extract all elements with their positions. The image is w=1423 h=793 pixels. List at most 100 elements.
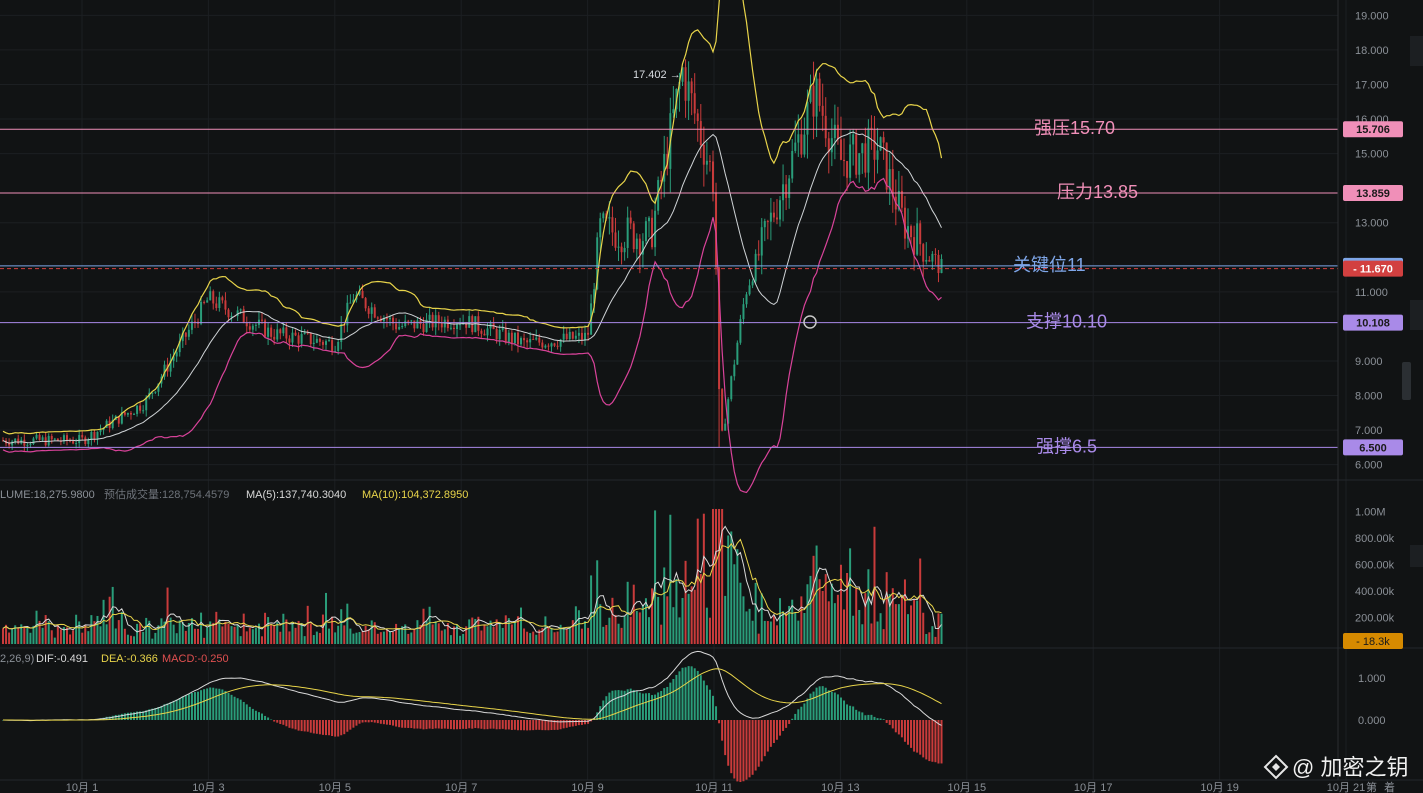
candle-body [206, 300, 209, 303]
alert-marker[interactable] [803, 315, 817, 329]
macd-tick-label: 0.000 [1358, 715, 1386, 727]
volume-bar [812, 555, 815, 644]
volume-bar [328, 628, 331, 644]
price-tick-label: 15.000 [1355, 149, 1389, 161]
volume-bar [541, 628, 544, 644]
macd-axis[interactable]: 1.000 0.000 [1358, 673, 1386, 727]
volume-bar [513, 621, 516, 644]
candle-body [556, 345, 559, 347]
level-label-key: 关键位11 [1013, 255, 1086, 275]
macd-bar [897, 720, 900, 735]
macd-bar [114, 714, 117, 720]
macd-bar [367, 720, 370, 723]
candle-body [279, 329, 282, 334]
candle-body [903, 207, 906, 239]
macd-bar [660, 690, 663, 720]
volume-bar [47, 621, 50, 644]
candle-body [187, 329, 190, 337]
volume-bar [562, 627, 565, 644]
volume-bar [925, 634, 928, 644]
volume-bar [367, 629, 370, 644]
volume-bar [684, 560, 687, 644]
scroll-handle-top[interactable] [1410, 36, 1423, 66]
volume-bar [233, 626, 236, 644]
volume-tick-label: 400.00k [1355, 586, 1395, 598]
candle-body [745, 294, 748, 305]
macd-bar [599, 706, 602, 720]
pane-resize-handle[interactable] [1402, 362, 1411, 400]
macd-bar [224, 690, 227, 720]
volume-bar [760, 593, 763, 644]
volume-bar [751, 620, 754, 644]
volume-bar [349, 628, 352, 644]
volume-bar [580, 628, 583, 644]
candle-body [459, 324, 462, 326]
time-tick-label: 10月 9 [571, 782, 603, 793]
volume-bar [2, 628, 4, 644]
time-axis[interactable]: 10月 1 10月 3 10月 5 10月 7 10月 9 10月 11 10月 13 10月… [66, 782, 1365, 793]
candle-body [520, 338, 523, 345]
candle-body [763, 221, 766, 228]
volume-bar [8, 632, 11, 644]
price-pane[interactable]: 强压15.70 压力13.85 关键位11 支撑10.10 强撑6.5 17.402 → [0, 0, 1338, 494]
volume-bar [763, 620, 766, 644]
volume-bar [422, 608, 425, 644]
current-price-tag-text: - 11.670 [1353, 264, 1393, 276]
volume-bar [331, 616, 334, 644]
corner-label-2: 着 [1384, 780, 1395, 793]
macd-dif-line [2, 650, 942, 726]
candle-body [507, 332, 510, 342]
macd-bar [133, 712, 136, 720]
candle-body [331, 340, 334, 352]
macd-bar [321, 720, 324, 735]
volume-bar [907, 614, 910, 644]
macd-bar [751, 720, 754, 775]
candle-body [498, 329, 501, 340]
macd-bar [410, 720, 413, 729]
time-tick-label: 10月 17 [1074, 782, 1113, 793]
candle-body [541, 342, 544, 348]
volume-pane[interactable]: LUME:18,275.9800 预估成交量:128,754.4579 MA(5… [0, 487, 943, 644]
candle-body [373, 307, 376, 318]
volume-bar [230, 626, 233, 644]
volume-bar [20, 624, 23, 644]
macd-bar [145, 710, 148, 720]
scroll-handle-bottom[interactable] [1410, 545, 1423, 567]
macd-bar [620, 690, 623, 720]
volume-axis[interactable]: 1.00M 800.00k 600.00k 400.00k 200.00k [1355, 507, 1395, 625]
volume-bar [870, 623, 873, 644]
macd-bar [919, 720, 922, 755]
macd-bar [684, 667, 687, 720]
candle-body [779, 200, 782, 220]
candle-body [641, 241, 644, 255]
macd-bar [142, 711, 145, 720]
volume-bar [449, 635, 452, 644]
macd-bar [864, 715, 867, 720]
volume-bar [721, 508, 724, 644]
watermark-text: @ 加密之钥 [1292, 755, 1408, 780]
volume-bar [431, 624, 434, 644]
macd-bar [139, 711, 142, 720]
volume-ma10-line [2, 538, 942, 631]
volume-bar [410, 632, 413, 644]
macd-pane[interactable]: 2,26,9) DIF:-0.491 DEA:-0.366 MACD:-0.25… [0, 650, 943, 783]
candle-body [705, 160, 708, 165]
macd-bar [523, 720, 526, 731]
volume-bar [398, 627, 401, 644]
volume-bar [690, 586, 693, 644]
macd-bar [590, 720, 593, 722]
macd-bar [291, 720, 294, 729]
macd-bar [413, 720, 416, 729]
macd-bar [129, 712, 132, 720]
candle-body [608, 217, 611, 219]
macd-bar [657, 692, 660, 720]
candle-body [410, 320, 413, 322]
candle-body [629, 217, 632, 224]
volume-bar [696, 518, 699, 644]
macd-bar [705, 685, 708, 720]
scroll-handle-mid[interactable] [1410, 300, 1423, 330]
macd-bar [364, 720, 367, 723]
candle-body [547, 345, 550, 347]
level-label-support-strong: 强撑6.5 [1036, 436, 1097, 456]
